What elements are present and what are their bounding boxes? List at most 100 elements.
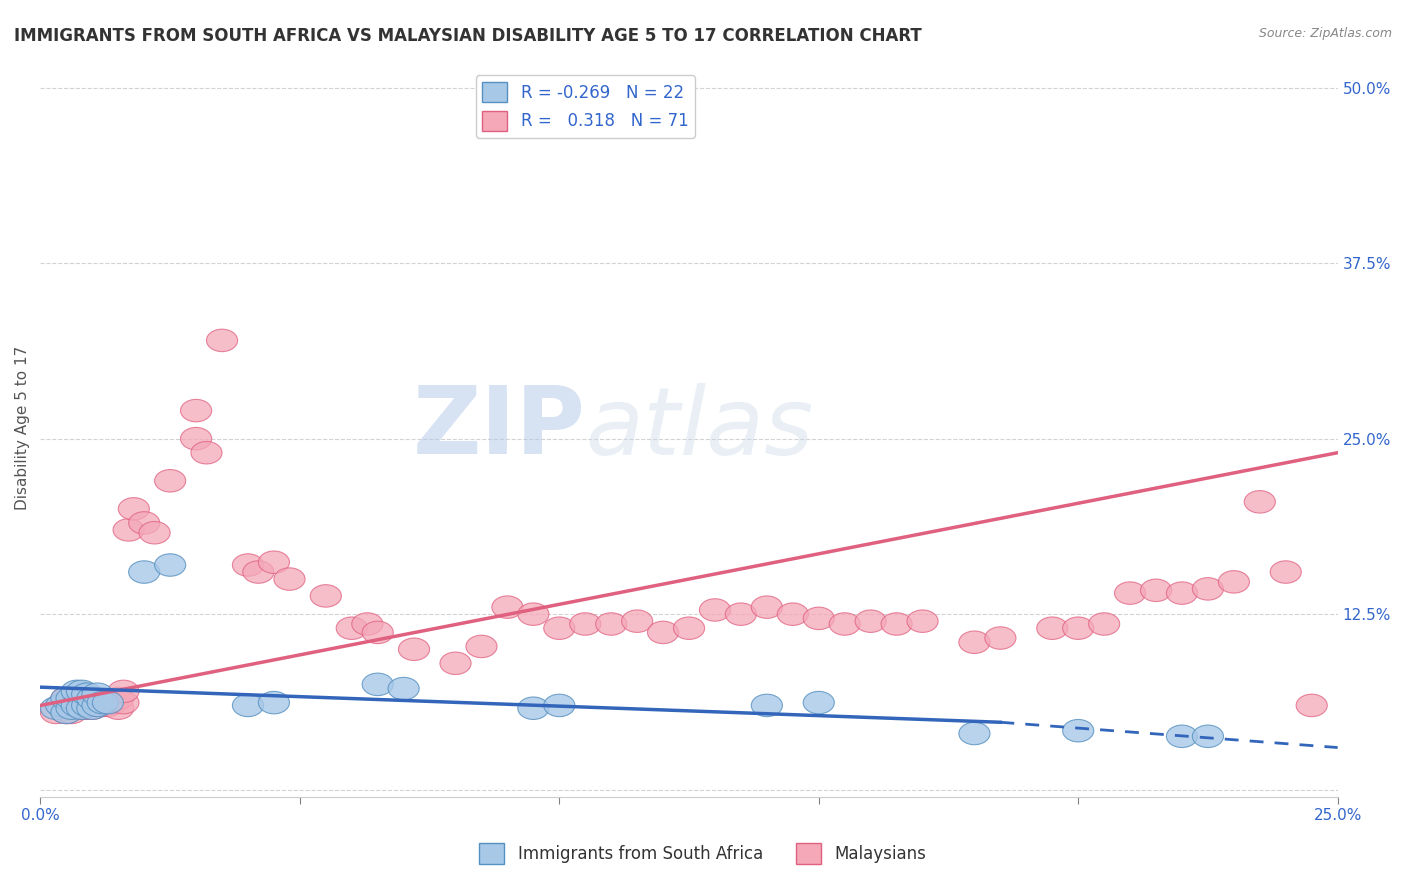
Ellipse shape bbox=[51, 701, 82, 723]
Ellipse shape bbox=[72, 697, 103, 720]
Ellipse shape bbox=[1088, 613, 1119, 635]
Ellipse shape bbox=[118, 498, 149, 520]
Ellipse shape bbox=[959, 723, 990, 745]
Ellipse shape bbox=[621, 610, 652, 632]
Ellipse shape bbox=[699, 599, 731, 621]
Ellipse shape bbox=[93, 691, 124, 714]
Ellipse shape bbox=[77, 687, 108, 710]
Ellipse shape bbox=[128, 512, 160, 534]
Ellipse shape bbox=[139, 522, 170, 544]
Ellipse shape bbox=[1270, 561, 1302, 583]
Ellipse shape bbox=[569, 613, 600, 635]
Text: Source: ZipAtlas.com: Source: ZipAtlas.com bbox=[1258, 27, 1392, 40]
Ellipse shape bbox=[45, 694, 77, 716]
Ellipse shape bbox=[778, 603, 808, 625]
Ellipse shape bbox=[1192, 578, 1223, 600]
Ellipse shape bbox=[56, 690, 87, 713]
Ellipse shape bbox=[882, 613, 912, 635]
Ellipse shape bbox=[232, 694, 263, 716]
Ellipse shape bbox=[51, 687, 82, 710]
Ellipse shape bbox=[191, 442, 222, 464]
Ellipse shape bbox=[41, 701, 72, 723]
Ellipse shape bbox=[155, 554, 186, 576]
Ellipse shape bbox=[596, 613, 627, 635]
Ellipse shape bbox=[51, 687, 82, 710]
Ellipse shape bbox=[93, 694, 124, 716]
Ellipse shape bbox=[363, 621, 394, 644]
Ellipse shape bbox=[259, 691, 290, 714]
Ellipse shape bbox=[648, 621, 679, 644]
Ellipse shape bbox=[155, 469, 186, 492]
Ellipse shape bbox=[56, 687, 87, 710]
Ellipse shape bbox=[77, 697, 108, 720]
Ellipse shape bbox=[51, 701, 82, 723]
Ellipse shape bbox=[77, 697, 108, 720]
Ellipse shape bbox=[103, 687, 134, 710]
Ellipse shape bbox=[544, 617, 575, 640]
Ellipse shape bbox=[803, 607, 834, 630]
Ellipse shape bbox=[108, 680, 139, 703]
Ellipse shape bbox=[492, 596, 523, 618]
Ellipse shape bbox=[311, 584, 342, 607]
Ellipse shape bbox=[336, 617, 367, 640]
Y-axis label: Disability Age 5 to 17: Disability Age 5 to 17 bbox=[15, 346, 30, 510]
Ellipse shape bbox=[1140, 579, 1171, 601]
Legend: Immigrants from South Africa, Malaysians: Immigrants from South Africa, Malaysians bbox=[472, 837, 934, 871]
Ellipse shape bbox=[72, 687, 103, 710]
Ellipse shape bbox=[56, 701, 87, 723]
Ellipse shape bbox=[1115, 582, 1146, 605]
Ellipse shape bbox=[103, 697, 134, 720]
Ellipse shape bbox=[41, 697, 72, 720]
Ellipse shape bbox=[440, 652, 471, 674]
Ellipse shape bbox=[1218, 571, 1250, 593]
Ellipse shape bbox=[112, 518, 145, 541]
Legend: R = -0.269   N = 22, R =   0.318   N = 71: R = -0.269 N = 22, R = 0.318 N = 71 bbox=[475, 75, 695, 137]
Ellipse shape bbox=[66, 697, 97, 720]
Ellipse shape bbox=[803, 691, 834, 714]
Ellipse shape bbox=[830, 613, 860, 635]
Ellipse shape bbox=[984, 627, 1017, 649]
Ellipse shape bbox=[87, 694, 118, 716]
Ellipse shape bbox=[62, 694, 93, 716]
Text: ZIP: ZIP bbox=[412, 382, 585, 475]
Ellipse shape bbox=[855, 610, 886, 632]
Text: atlas: atlas bbox=[585, 383, 814, 474]
Ellipse shape bbox=[87, 691, 118, 714]
Ellipse shape bbox=[77, 690, 108, 713]
Ellipse shape bbox=[72, 694, 103, 716]
Ellipse shape bbox=[751, 694, 782, 716]
Ellipse shape bbox=[62, 687, 93, 710]
Ellipse shape bbox=[544, 694, 575, 716]
Ellipse shape bbox=[62, 697, 93, 720]
Ellipse shape bbox=[363, 673, 394, 696]
Ellipse shape bbox=[56, 697, 87, 720]
Ellipse shape bbox=[959, 631, 990, 654]
Ellipse shape bbox=[62, 680, 93, 703]
Ellipse shape bbox=[66, 687, 97, 710]
Ellipse shape bbox=[259, 551, 290, 574]
Ellipse shape bbox=[243, 561, 274, 583]
Ellipse shape bbox=[72, 683, 103, 706]
Ellipse shape bbox=[1063, 617, 1094, 640]
Ellipse shape bbox=[66, 680, 97, 703]
Ellipse shape bbox=[1167, 725, 1198, 747]
Ellipse shape bbox=[751, 596, 782, 618]
Ellipse shape bbox=[1296, 694, 1327, 716]
Ellipse shape bbox=[97, 691, 128, 714]
Ellipse shape bbox=[82, 694, 112, 716]
Ellipse shape bbox=[207, 329, 238, 351]
Ellipse shape bbox=[725, 603, 756, 625]
Ellipse shape bbox=[1063, 720, 1094, 742]
Ellipse shape bbox=[180, 427, 212, 450]
Ellipse shape bbox=[1036, 617, 1067, 640]
Ellipse shape bbox=[180, 400, 212, 422]
Ellipse shape bbox=[1192, 725, 1223, 747]
Ellipse shape bbox=[66, 697, 97, 720]
Ellipse shape bbox=[232, 554, 263, 576]
Text: IMMIGRANTS FROM SOUTH AFRICA VS MALAYSIAN DISABILITY AGE 5 TO 17 CORRELATION CHA: IMMIGRANTS FROM SOUTH AFRICA VS MALAYSIA… bbox=[14, 27, 922, 45]
Ellipse shape bbox=[82, 683, 112, 706]
Ellipse shape bbox=[1167, 582, 1198, 605]
Ellipse shape bbox=[1244, 491, 1275, 513]
Ellipse shape bbox=[82, 694, 112, 716]
Ellipse shape bbox=[352, 613, 382, 635]
